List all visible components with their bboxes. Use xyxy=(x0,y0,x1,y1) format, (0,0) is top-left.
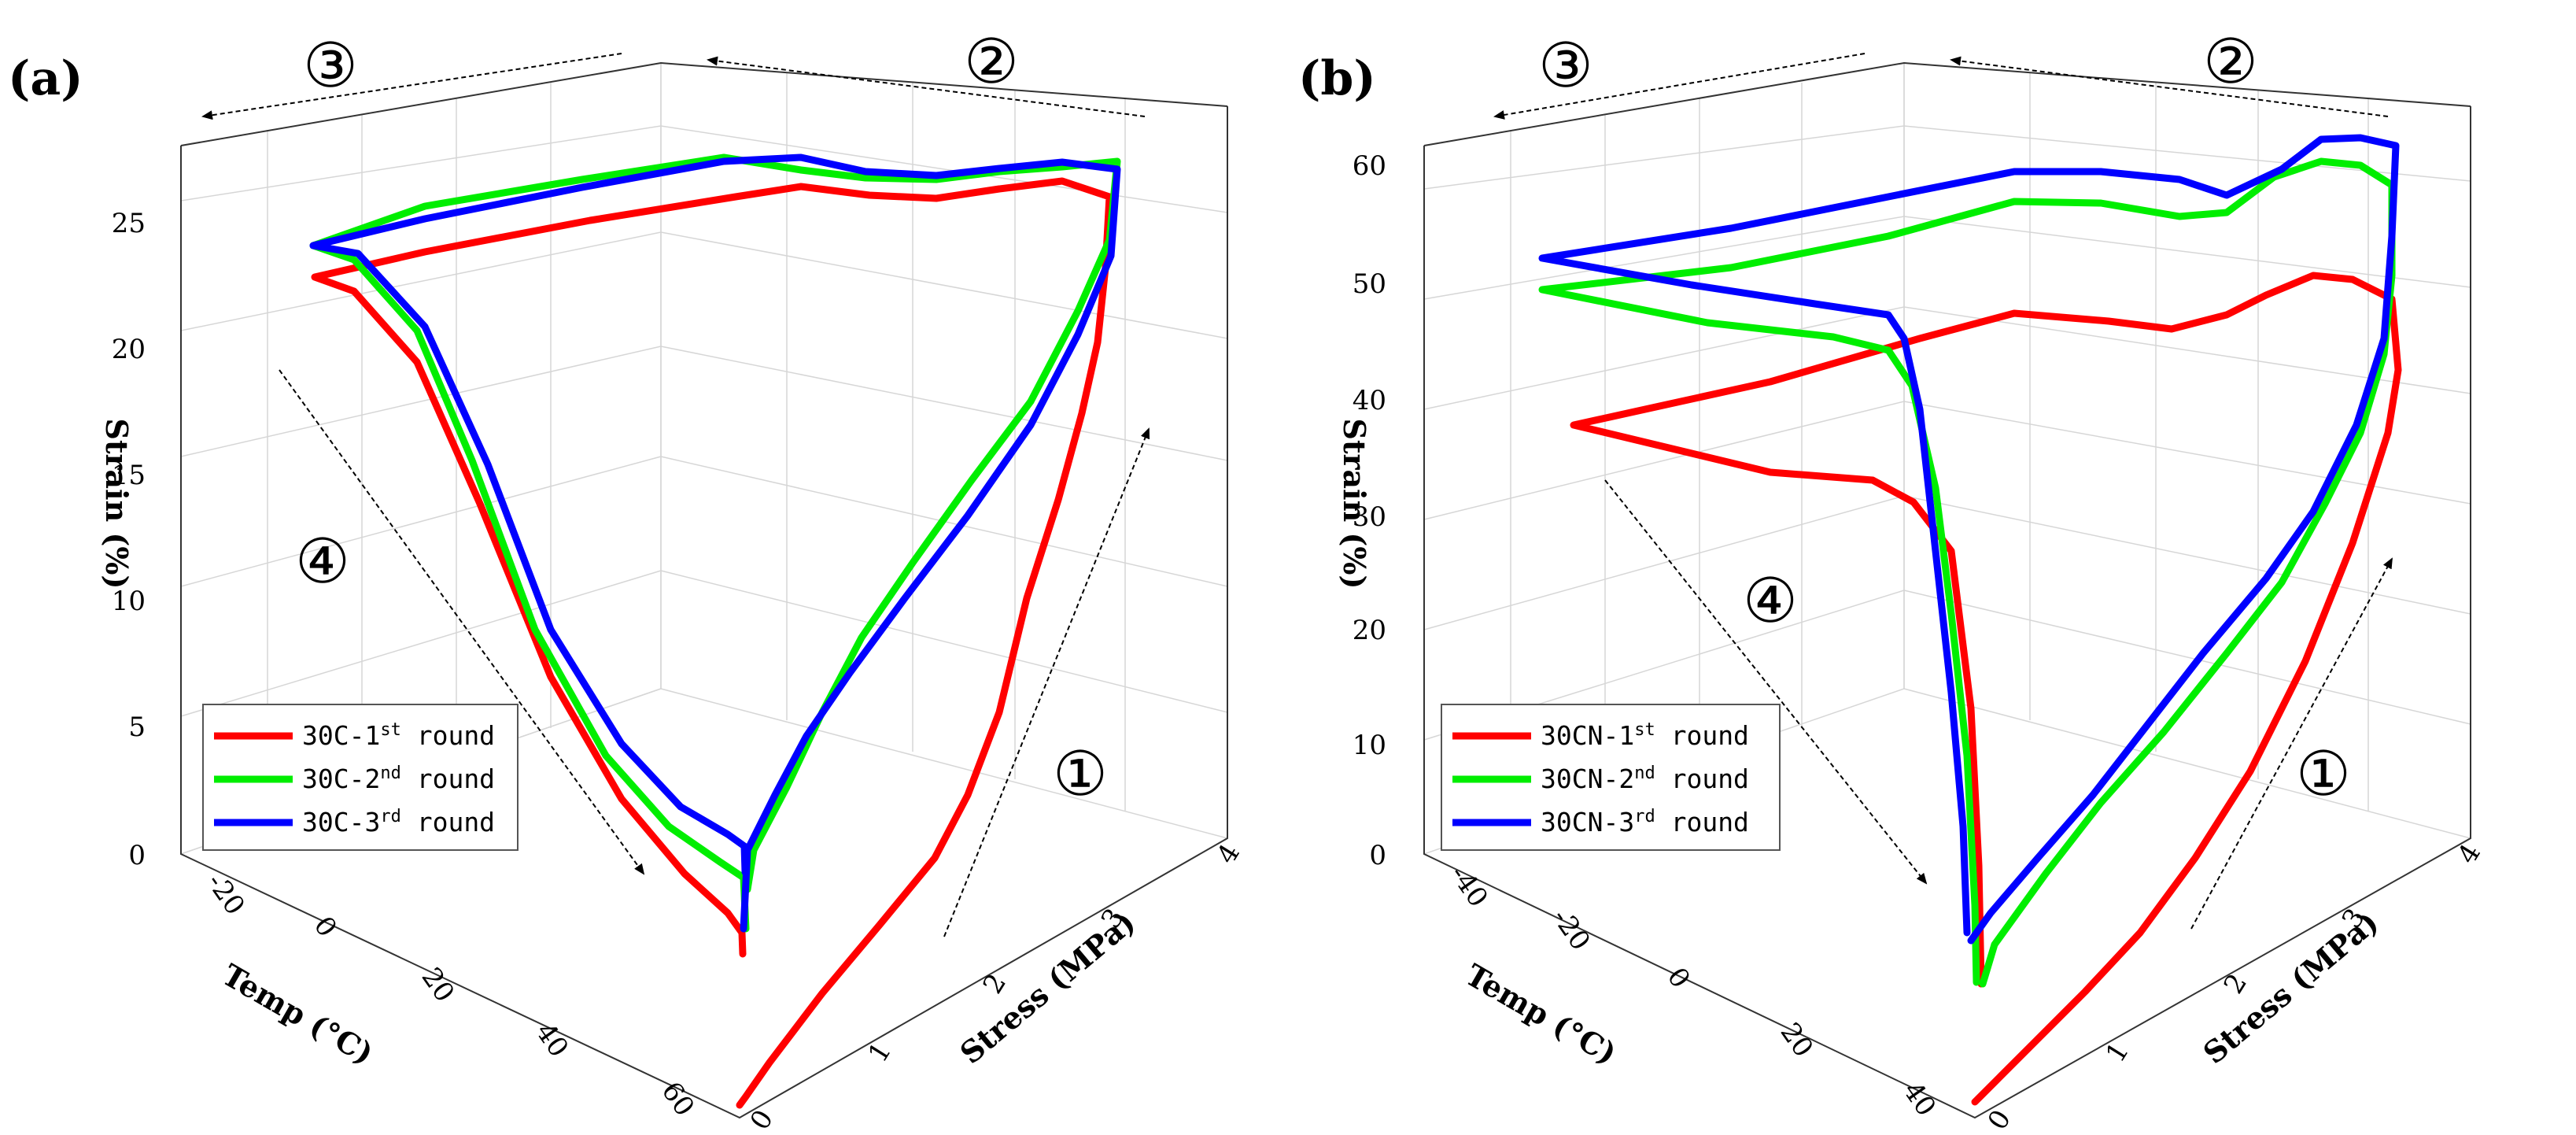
svg-text:30CN-3rd round: 30CN-3rd round xyxy=(1541,807,1749,837)
panel-a-step-4: ④ xyxy=(295,527,350,597)
panel-b-strain-tick: 20 xyxy=(1353,615,1386,646)
panel-a-temp-label: Temp (°C) xyxy=(216,956,379,1071)
panel-b-step-1: ① xyxy=(2296,739,2351,810)
panel-b-temp-tick: 0 xyxy=(1661,962,1696,994)
legend-entry: 30CN-2nd round xyxy=(1452,763,1749,794)
panel-b-stress-tick: 2 xyxy=(2218,968,2253,1000)
svg-text:30C-2nd round: 30C-2nd round xyxy=(302,763,495,794)
panel-b-step-2: ② xyxy=(2203,27,2258,98)
panel-b-step-4: ④ xyxy=(1743,566,1798,637)
panel-b-curves xyxy=(1538,134,2402,1106)
panel-b-arrow-4 xyxy=(1604,479,1928,885)
legend-entry: 30C-3rd round xyxy=(214,807,495,837)
panel-b-temp-tick: -20 xyxy=(1546,903,1596,956)
panel-b-axis-frame xyxy=(1423,106,2471,1119)
panel-a-arrow-1 xyxy=(943,427,1150,937)
panel-a-arrow-2 xyxy=(707,56,1146,117)
legend-entry: 30C-2nd round xyxy=(214,763,495,794)
panel-a-strain-tick: 0 xyxy=(128,840,146,871)
panel-a-arrow-3 xyxy=(201,53,622,120)
panel-a-stress-tick: 4 xyxy=(1211,838,1246,870)
panel-a-stress-tick: 1 xyxy=(862,1037,898,1068)
panel-a-stress-tick: 0 xyxy=(744,1104,780,1135)
panel-a-temp-tick: 40 xyxy=(530,1017,575,1063)
panel-b-arrow-2 xyxy=(1950,56,2389,117)
panel-b-strain-tick: 60 xyxy=(1353,150,1386,182)
panel-a-step-1: ① xyxy=(1053,739,1108,810)
panel-a-axis-frame xyxy=(180,106,1228,1119)
panel-b-stress-tick: 0 xyxy=(1982,1104,2017,1135)
series-line xyxy=(309,153,1121,933)
panel-a-legend: 30C-1st round 30C-2nd round 30C-3rd roun… xyxy=(202,704,519,851)
panel-a-strain-tick: 20 xyxy=(112,334,146,365)
panel-a-stress-tick: 2 xyxy=(977,968,1013,1000)
panel-a-chart: 0 5 10 15 20 25 -20 0 20 40 60 0 1 2 3 4… xyxy=(8,27,1246,1135)
panel-b-chart: 0 10 20 30 40 50 60 -40 -20 0 20 40 0 1 … xyxy=(1298,27,2487,1135)
panel-a-temp-tick: 20 xyxy=(415,962,461,1007)
series-line xyxy=(1538,134,2400,945)
panel-a-strain-tick: 15 xyxy=(112,460,146,491)
panel-b-strain-tick: 40 xyxy=(1353,385,1386,416)
panel-a-arrow-4 xyxy=(279,369,645,875)
panel-a-curves xyxy=(309,153,1121,1109)
svg-text:30CN-2nd round: 30CN-2nd round xyxy=(1541,763,1749,794)
panel-b-arrow-1 xyxy=(2190,557,2393,930)
panel-a-temp-tick: 60 xyxy=(655,1076,701,1122)
series-line xyxy=(309,153,1121,933)
svg-text:30C-3rd round: 30C-3rd round xyxy=(302,807,495,837)
panel-b-step-3: ③ xyxy=(1538,31,1593,102)
panel-b-strain-tick: 30 xyxy=(1353,501,1386,533)
panel-a-step-3: ③ xyxy=(303,31,358,102)
panel-b-temp-label: Temp (°C) xyxy=(1460,956,1622,1071)
svg-text:30CN-1st round: 30CN-1st round xyxy=(1541,720,1749,751)
panel-b-stress-tick: 1 xyxy=(2100,1037,2135,1068)
series-line xyxy=(1570,272,2402,1106)
legend-entry: 30C-1st round xyxy=(214,720,495,751)
panel-b-strain-tick: 50 xyxy=(1353,268,1386,300)
panel-b-label: (b) xyxy=(1298,51,1376,106)
panel-b-strain-label: Strain (%) xyxy=(1337,419,1372,590)
panel-a-label: (a) xyxy=(8,51,83,106)
panel-b-legend: 30CN-1st round 30CN-2nd round 30CN-3rd r… xyxy=(1441,704,1781,851)
panel-a-strain-label: Strain (%) xyxy=(99,419,135,590)
legend-entry: 30CN-1st round xyxy=(1452,720,1749,751)
panel-a-stress-label: Stress (MPa) xyxy=(953,904,1142,1071)
panel-a-strain-tick: 5 xyxy=(128,712,146,743)
series-line xyxy=(311,177,1113,1109)
panel-a-strain-tick: 25 xyxy=(112,208,146,239)
panel-b-stress-tick: 4 xyxy=(2452,838,2487,870)
legend-entry: 30CN-3rd round xyxy=(1452,807,1749,837)
panel-a-step-2: ② xyxy=(964,27,1019,98)
panel-a-strain-tick: 10 xyxy=(112,586,146,617)
svg-text:30C-1st round: 30C-1st round xyxy=(302,720,495,751)
panel-a-temp-tick: -20 xyxy=(201,867,251,921)
panel-b-strain-tick: 10 xyxy=(1353,730,1386,761)
panel-b-strain-tick: 0 xyxy=(1369,840,1386,871)
